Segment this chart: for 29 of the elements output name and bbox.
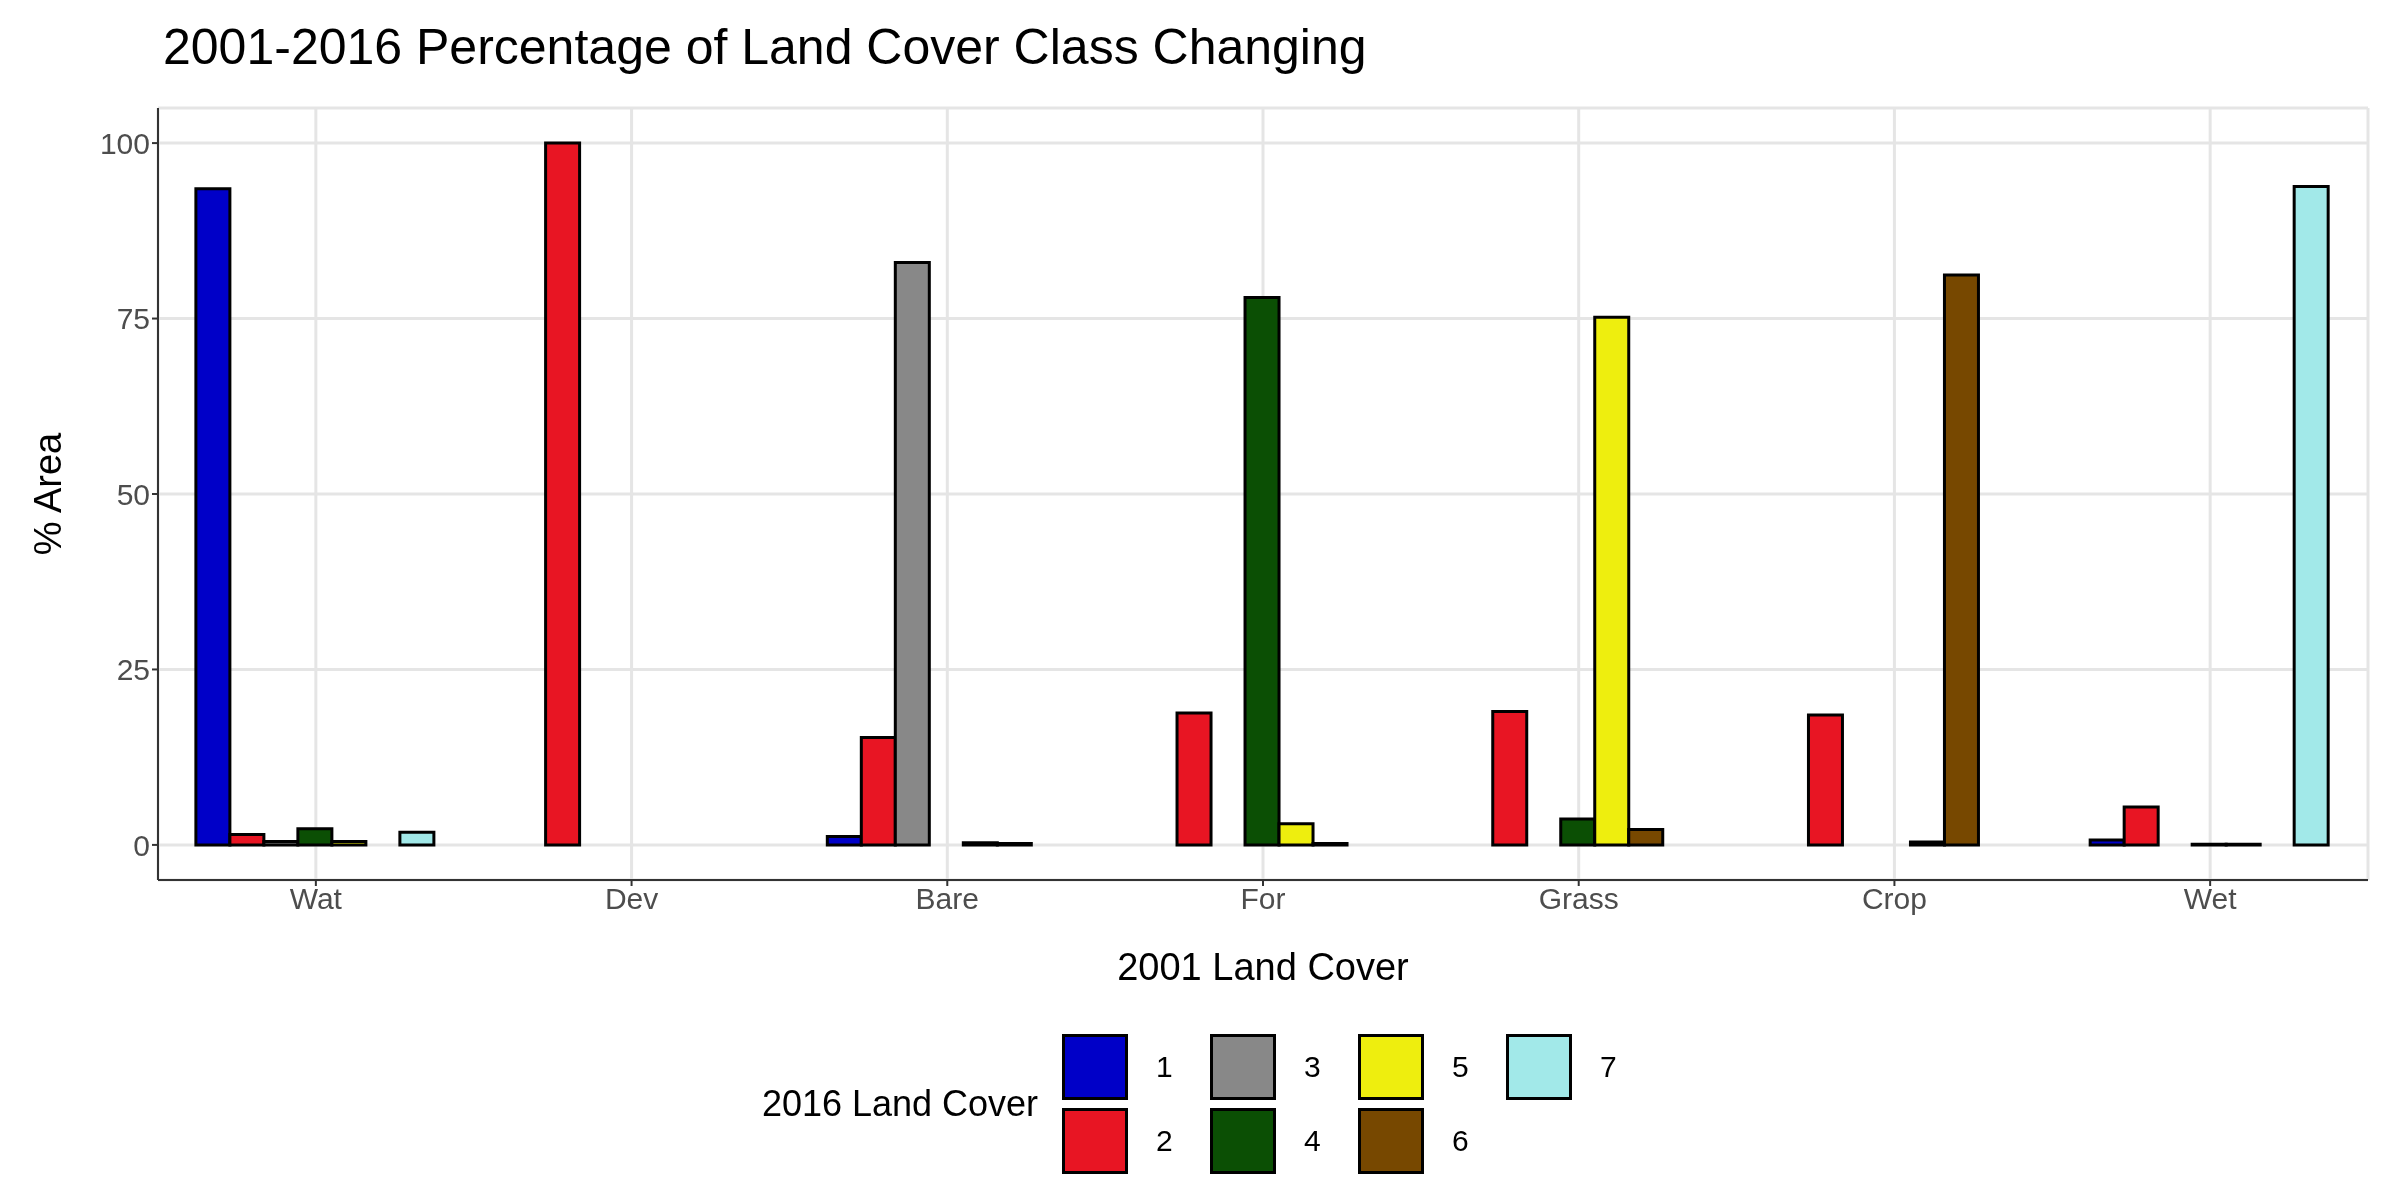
y-tick-label: 25 — [116, 653, 150, 687]
x-tick-label: Bare — [915, 882, 979, 916]
legend-label: 2 — [1156, 1124, 1174, 1158]
y-tick-label: 50 — [116, 477, 150, 511]
x-tick-label: Wet — [2183, 882, 2238, 916]
legend-label: 5 — [1452, 1050, 1470, 1084]
legend-label: 6 — [1452, 1124, 1470, 1158]
bar — [1175, 711, 1213, 847]
bar — [1491, 710, 1529, 847]
bar — [544, 141, 582, 847]
chart-title: 2001-2016 Percentage of Land Cover Class Changing — [162, 18, 1368, 77]
bar — [2292, 185, 2330, 847]
legend-label: 3 — [1304, 1050, 1322, 1084]
x-tick-label: For — [1240, 882, 1286, 916]
legend-label: 7 — [1600, 1050, 1618, 1084]
x-tick-label: Crop — [1861, 882, 1927, 916]
legend-label: 1 — [1156, 1050, 1174, 1084]
x-tick-label: Grass — [1538, 882, 1619, 916]
y-tick-label: 75 — [116, 302, 150, 336]
x-tick-label: Dev — [604, 882, 659, 916]
y-tick-label: 0 — [133, 828, 150, 862]
y-tick-label: 100 — [99, 126, 150, 160]
legend-title: 2016 Land Cover — [761, 1083, 1039, 1125]
y-axis-title: % Area — [27, 431, 70, 556]
x-axis-title: 2001 Land Cover — [1117, 946, 1410, 988]
bar — [398, 830, 436, 847]
legend-label: 4 — [1304, 1124, 1322, 1158]
x-tick-label: Wat — [289, 882, 343, 916]
bar — [1806, 713, 1844, 847]
